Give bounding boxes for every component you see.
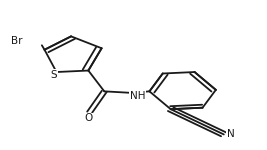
Text: Br: Br — [11, 36, 23, 46]
Text: O: O — [84, 113, 92, 123]
Text: NH: NH — [130, 91, 145, 101]
Text: S: S — [50, 70, 57, 80]
Text: N: N — [227, 129, 234, 140]
